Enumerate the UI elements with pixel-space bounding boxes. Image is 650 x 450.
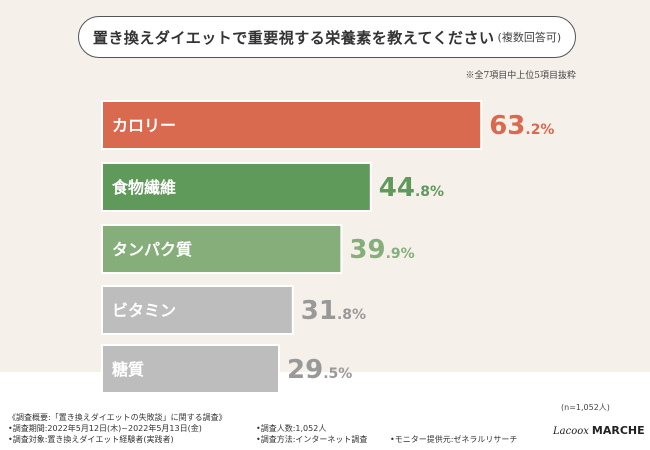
value-label-4: 31.8% (301, 296, 366, 326)
value-label-1: 63.2% (489, 111, 554, 141)
category-label-1: カロリー (112, 116, 176, 135)
value-label-2: 44.8% (379, 173, 444, 203)
category-label-4: ビタミン (112, 301, 176, 320)
survey-period: •調査期間:2022年5月12日(木)~2022年5月13日(金) (8, 424, 202, 433)
bar-1 (101, 100, 483, 150)
bar-5 (101, 344, 280, 394)
survey-provider: •モニター提供元:ゼネラルリサーチ (390, 435, 518, 444)
chart-subtitle: (複数回答可) (497, 31, 562, 44)
survey-summary: 《調査概要:「置き換えダイエットの失敗談」に関する調査》 •調査期間:2022年… (8, 412, 517, 445)
category-label-5: 糖質 (112, 360, 144, 379)
brand-logo-script: Lacoox (553, 426, 589, 437)
sample-size-note: (n=1,052人) (561, 403, 610, 412)
bar-3 (101, 224, 343, 274)
bar-chart: カロリー 63.2% 食物繊維 44.8% タンパク質 39.9% ビタミン 31.8% 糖質 2… (101, 100, 554, 394)
chart-title: 置き換えダイエットで重要視する栄養素を教えてください (92, 28, 495, 47)
category-label-3: タンパク質 (112, 240, 192, 259)
bar-2 (101, 162, 372, 212)
survey-count: •調査人数:1,052人 (256, 424, 327, 433)
items-note: ※全7項目中上位5項目抜粋 (465, 71, 576, 81)
bar-4 (101, 285, 294, 335)
survey-title: 《調査概要:「置き換えダイエットの失敗談」に関する調査》 (8, 413, 227, 422)
brand-logo-name: MARCHE (591, 424, 645, 437)
chart-title-box: 置き換えダイエットで重要視する栄養素を教えてください (複数回答可) (78, 16, 576, 58)
category-label-2: 食物繊維 (111, 178, 176, 197)
value-label-5: 29.5% (287, 355, 352, 385)
value-label-3: 39.9% (349, 235, 414, 265)
survey-target: •調査対象:置き換えダイエット経験者(実践者) (8, 435, 174, 444)
survey-method: •調査方法:インターネット調査 (256, 435, 368, 444)
brand-logo: Lacoox MARCHE (553, 424, 645, 437)
